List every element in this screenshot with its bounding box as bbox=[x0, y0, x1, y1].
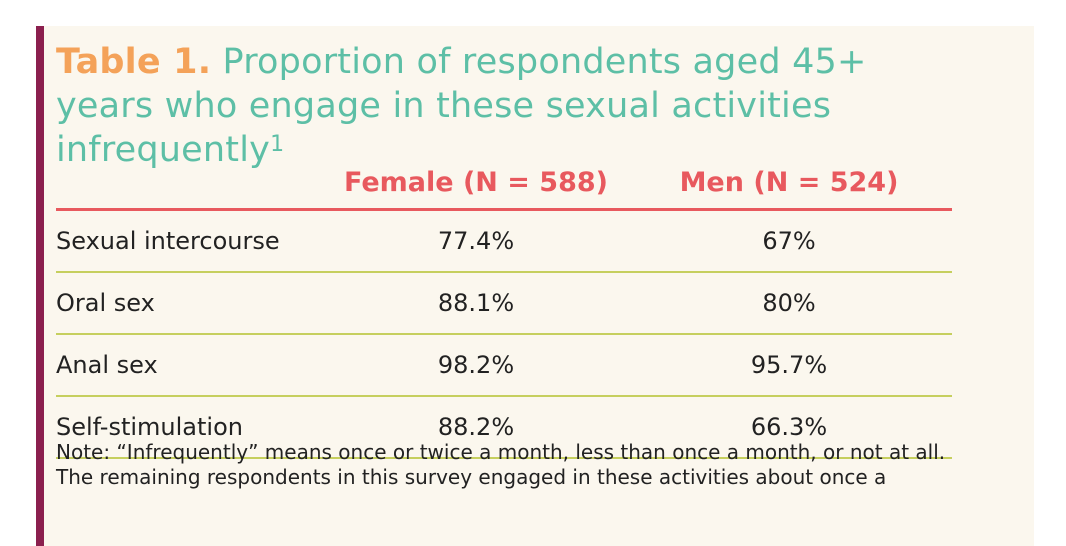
table-title: Table 1. Proportion of respondents aged … bbox=[56, 40, 956, 172]
men-value: 80% bbox=[626, 272, 952, 335]
table-note: Note: “Infrequently” means once or twice… bbox=[56, 440, 946, 489]
female-value: 98.2% bbox=[326, 334, 626, 397]
table-label: Table 1. bbox=[56, 42, 212, 82]
header-row: Female (N = 588) Men (N = 524) bbox=[56, 156, 952, 211]
female-value: 88.2% bbox=[326, 396, 626, 459]
row-label: Self-stimulation bbox=[56, 396, 326, 459]
header-female: Female (N = 588) bbox=[326, 156, 626, 211]
footnote-marker: 1 bbox=[270, 132, 285, 157]
row-label: Anal sex bbox=[56, 334, 326, 397]
table-row: Oral sex 88.1% 80% bbox=[56, 272, 952, 335]
header-men: Men (N = 524) bbox=[626, 156, 952, 211]
men-value: 95.7% bbox=[626, 334, 952, 397]
header-activity bbox=[56, 156, 326, 211]
table-row: Self-stimulation 88.2% 66.3% bbox=[56, 396, 952, 459]
table-row: Sexual intercourse 77.4% 67% bbox=[56, 209, 952, 273]
female-value: 88.1% bbox=[326, 272, 626, 335]
row-label: Sexual intercourse bbox=[56, 209, 326, 273]
men-value: 66.3% bbox=[626, 396, 952, 459]
men-value: 67% bbox=[626, 209, 952, 273]
female-value: 77.4% bbox=[326, 209, 626, 273]
row-label: Oral sex bbox=[56, 272, 326, 335]
table-row: Anal sex 98.2% 95.7% bbox=[56, 334, 952, 397]
data-table: Female (N = 588) Men (N = 524) Sexual in… bbox=[56, 156, 952, 459]
